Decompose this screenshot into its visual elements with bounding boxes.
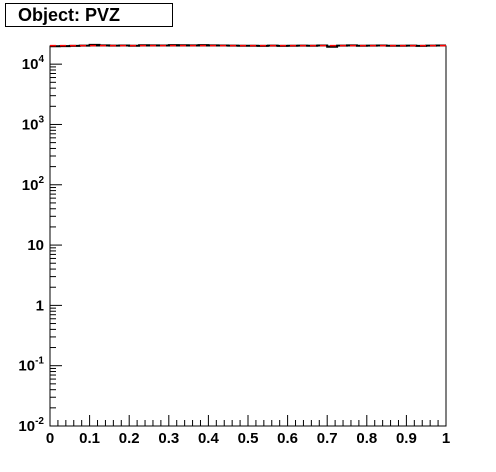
x-tick-label: 0 [46, 430, 54, 447]
y-tick-label: 103 [22, 114, 45, 133]
x-tick-label: 0.8 [356, 430, 377, 447]
x-axis: 0 0.1 0.2 0.3 0.4 0.5 0.6 0.7 0.8 0.9 1 [46, 415, 450, 447]
y-tick-label: 10-2 [18, 416, 44, 435]
x-tick-label: 0.5 [238, 430, 259, 447]
x-tick-label: 0.4 [198, 430, 220, 447]
x-tick-label: 0.7 [317, 430, 338, 447]
x-tick-label: 0.3 [158, 430, 179, 447]
series-layer [50, 43, 446, 48]
x-tick-label: 0.1 [79, 430, 100, 447]
y-tick-label: 104 [22, 54, 45, 73]
data-histogram-line [50, 43, 446, 48]
y-tick-label: 1 [36, 297, 44, 314]
y-tick-label: 102 [22, 175, 45, 194]
x-tick-label: 0.9 [396, 430, 417, 447]
chart-title: Object: PVZ [5, 3, 173, 27]
y-axis: 10-2 10-1 1 10 102 103 104 [18, 45, 62, 435]
x-tick-label: 1 [442, 430, 450, 447]
x-tick-label: 0.2 [119, 430, 140, 447]
y-tick-label: 10-1 [18, 356, 44, 375]
x-tick-label: 0.6 [277, 430, 298, 447]
y-tick-label: 10 [27, 237, 44, 254]
plot-frame [49, 45, 447, 427]
